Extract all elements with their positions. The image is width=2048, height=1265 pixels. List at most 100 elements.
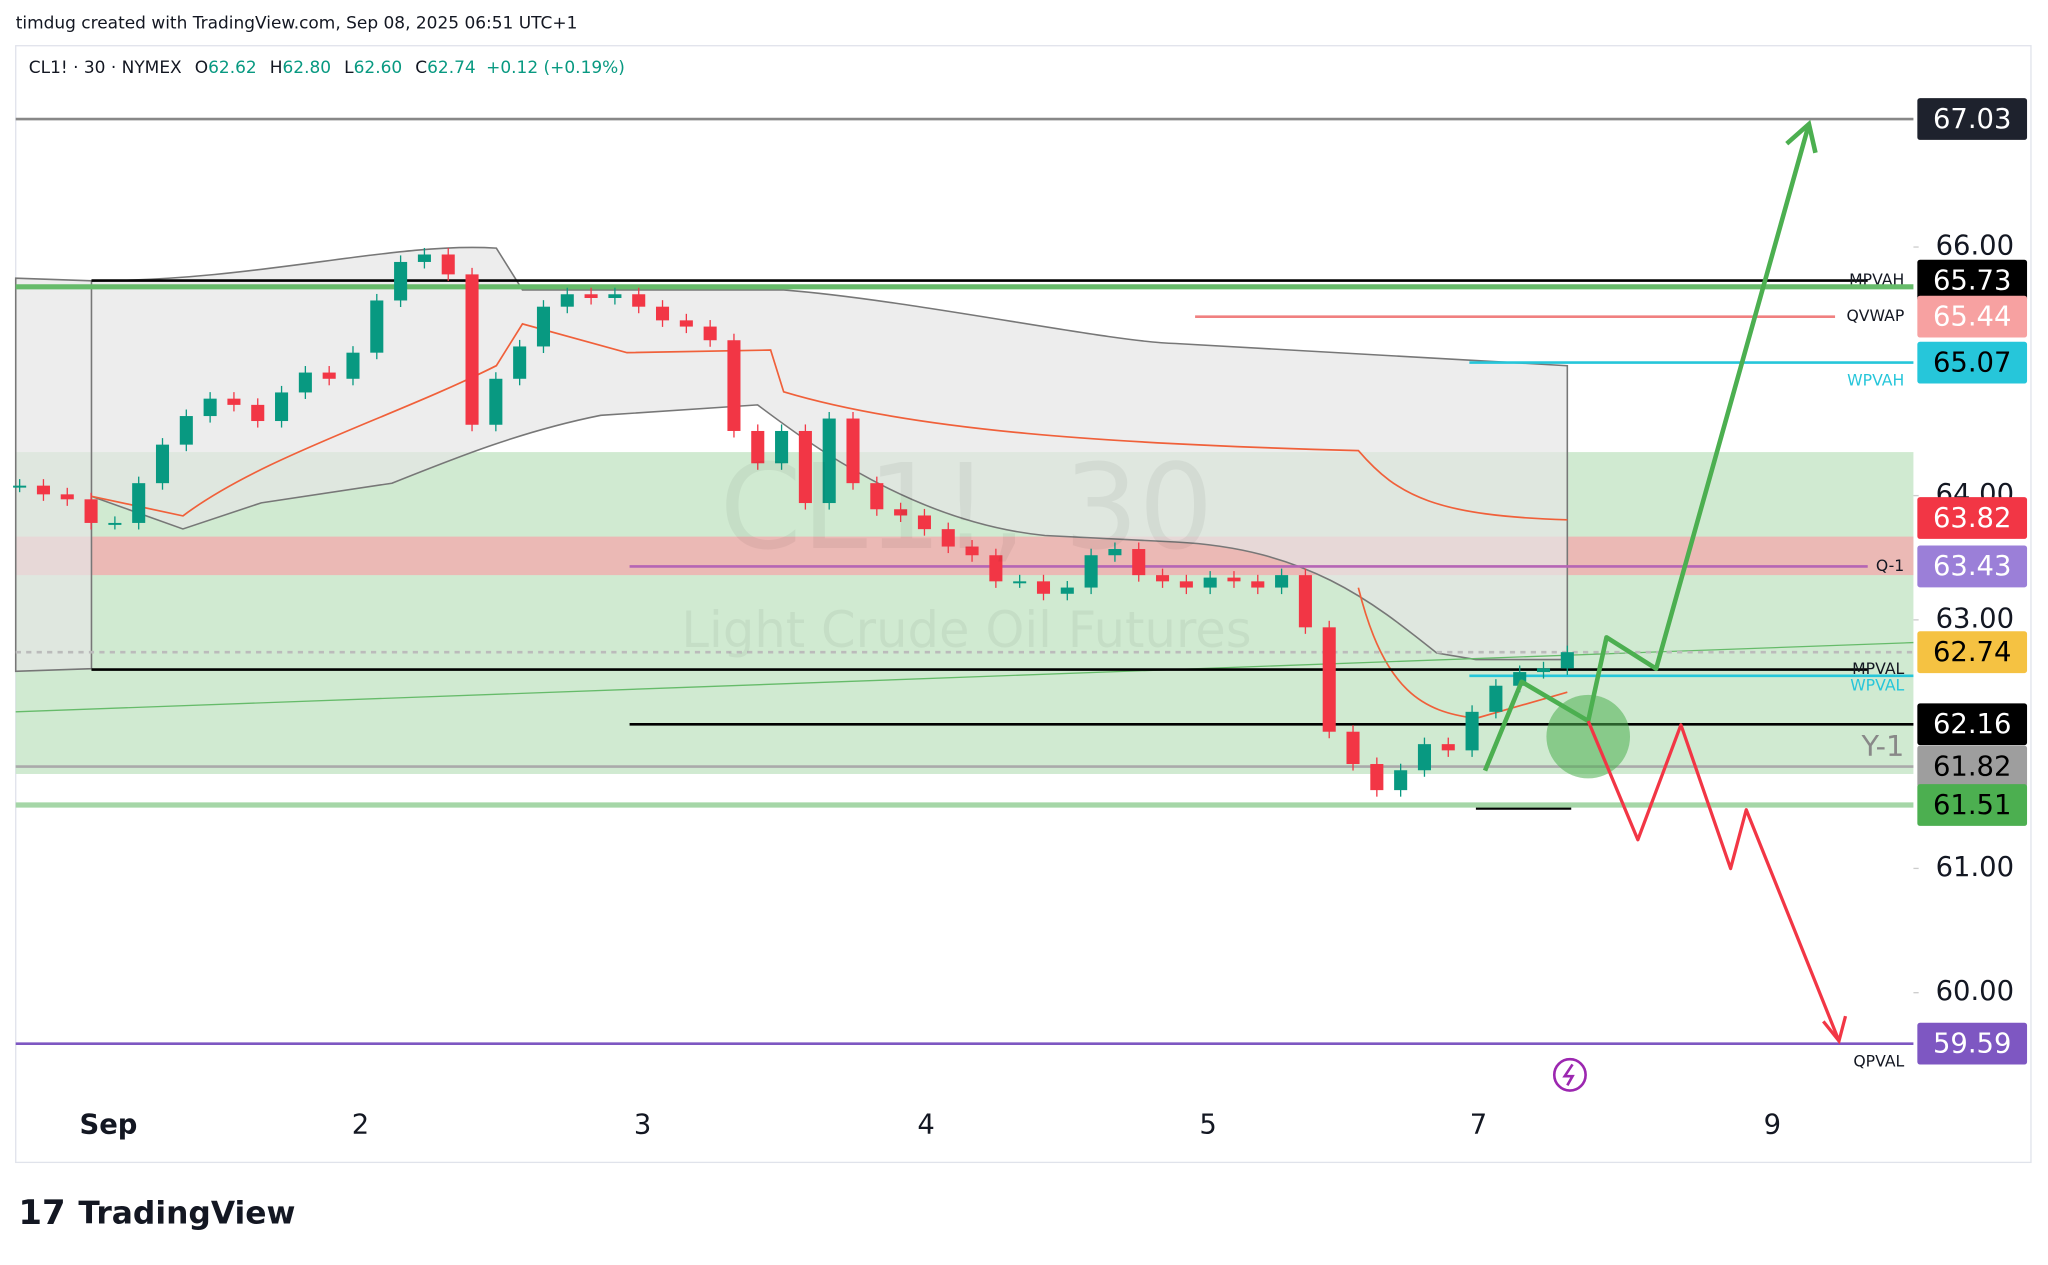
price-label: 65.07 bbox=[1933, 347, 2011, 378]
candle bbox=[584, 294, 598, 298]
candle bbox=[155, 444, 170, 484]
candle bbox=[1132, 549, 1146, 576]
ohlc-key: O bbox=[195, 58, 208, 78]
price-label: 62.16 bbox=[1933, 709, 2011, 740]
candle bbox=[441, 254, 455, 275]
y-tick-label: 60.00 bbox=[1936, 976, 2014, 1007]
highlight-circle bbox=[1546, 694, 1631, 779]
level-label: QPVAL bbox=[1853, 1051, 1904, 1070]
price-label: 65.73 bbox=[1933, 265, 2011, 296]
candle bbox=[798, 430, 812, 504]
price-box bbox=[1917, 545, 2028, 588]
credit: timdug created with TradingView.com, Sep… bbox=[16, 14, 578, 34]
symbol: CL1! · 30 · NYMEX bbox=[29, 58, 182, 78]
level-label: WPVAH bbox=[1847, 370, 1904, 389]
x-tick-label: 2 bbox=[352, 1109, 369, 1140]
price-label: 63.82 bbox=[1933, 503, 2011, 534]
trend-line bbox=[15, 641, 1914, 713]
candle bbox=[917, 515, 931, 530]
candle bbox=[822, 418, 836, 504]
candle bbox=[1203, 577, 1217, 588]
price-box bbox=[1917, 98, 2028, 140]
candle bbox=[251, 404, 265, 422]
watermark-symbol: CL1!, 30 bbox=[720, 439, 1214, 576]
candle bbox=[132, 483, 146, 523]
x-tick-label: 3 bbox=[634, 1109, 651, 1140]
candle bbox=[1060, 587, 1074, 594]
candle bbox=[275, 392, 289, 422]
level-label: Q-1 bbox=[1876, 556, 1904, 575]
ohlc-key: H bbox=[270, 58, 283, 78]
candle bbox=[417, 254, 431, 262]
candle bbox=[13, 485, 27, 488]
price-box bbox=[1917, 259, 2028, 302]
price-box bbox=[1917, 341, 2028, 384]
price-label: 62.74 bbox=[1933, 637, 2011, 668]
x-tick-label: Sep bbox=[79, 1109, 137, 1140]
candle bbox=[655, 306, 670, 321]
price-label: 61.82 bbox=[1933, 751, 2011, 782]
ohlc-value: 62.80 bbox=[283, 58, 332, 78]
brand-logo: 17 bbox=[18, 1193, 65, 1233]
symbol-legend: CL1! · 30 · NYMEX O62.62 H62.80 L62.60 C62.7… bbox=[29, 58, 625, 78]
ohlc-value: 62.74 bbox=[427, 58, 476, 78]
price-label: 67.03 bbox=[1933, 104, 2011, 135]
level-label: QVWAP bbox=[1846, 306, 1904, 325]
ohlc-value: 62.62 bbox=[208, 58, 257, 78]
bull-path bbox=[1482, 123, 1812, 772]
candle bbox=[965, 546, 979, 556]
x-tick-label: 5 bbox=[1199, 1109, 1216, 1140]
candle bbox=[608, 294, 622, 298]
price-box bbox=[1917, 745, 2028, 788]
candle bbox=[1560, 652, 1574, 669]
price-box bbox=[1917, 295, 2028, 338]
x-tick-label: 9 bbox=[1764, 1109, 1781, 1140]
level-label: Y-1 bbox=[1861, 729, 1905, 763]
price-box bbox=[1917, 703, 2028, 746]
candle bbox=[751, 430, 765, 464]
candle bbox=[489, 378, 503, 425]
candle bbox=[370, 300, 384, 353]
candle bbox=[179, 416, 193, 445]
level-label: MPVAL bbox=[1852, 659, 1904, 678]
candle bbox=[1084, 555, 1098, 588]
candle bbox=[1156, 575, 1170, 582]
candle bbox=[1489, 685, 1503, 712]
candle bbox=[346, 352, 360, 379]
y-tick-label: 66.00 bbox=[1936, 231, 2014, 262]
candle bbox=[1536, 668, 1551, 673]
candle bbox=[1465, 711, 1479, 751]
watermark-name: Light Crude Oil Futures bbox=[681, 601, 1251, 659]
candle bbox=[632, 294, 646, 307]
candle bbox=[1346, 731, 1360, 765]
ohlc-key: C bbox=[415, 58, 427, 78]
candle bbox=[1322, 627, 1336, 732]
y-tick-label: 61.00 bbox=[1936, 852, 2014, 883]
price-box bbox=[1917, 497, 2028, 539]
candle bbox=[108, 522, 122, 525]
candle bbox=[703, 326, 717, 341]
candle bbox=[1036, 581, 1051, 594]
candle bbox=[894, 509, 908, 516]
candle bbox=[775, 430, 789, 464]
price-label: 61.51 bbox=[1933, 790, 2011, 821]
candle bbox=[298, 372, 312, 393]
candle bbox=[1251, 581, 1265, 588]
candle bbox=[60, 494, 74, 500]
candle bbox=[727, 340, 741, 431]
x-tick-label: 4 bbox=[917, 1109, 934, 1140]
change: +0.12 (+0.19%) bbox=[486, 58, 625, 78]
event-icon bbox=[1562, 1063, 1575, 1086]
candle bbox=[1275, 575, 1289, 588]
zone bbox=[15, 536, 1914, 576]
candle bbox=[679, 320, 693, 327]
bear-path bbox=[1586, 720, 1841, 1042]
candle bbox=[1441, 744, 1455, 751]
price-label: 59.59 bbox=[1933, 1028, 2011, 1059]
candle bbox=[1227, 577, 1241, 582]
candle bbox=[846, 418, 860, 484]
candle bbox=[989, 555, 1003, 582]
x-tick-label: 7 bbox=[1470, 1109, 1487, 1140]
price-box bbox=[1917, 1022, 2028, 1065]
